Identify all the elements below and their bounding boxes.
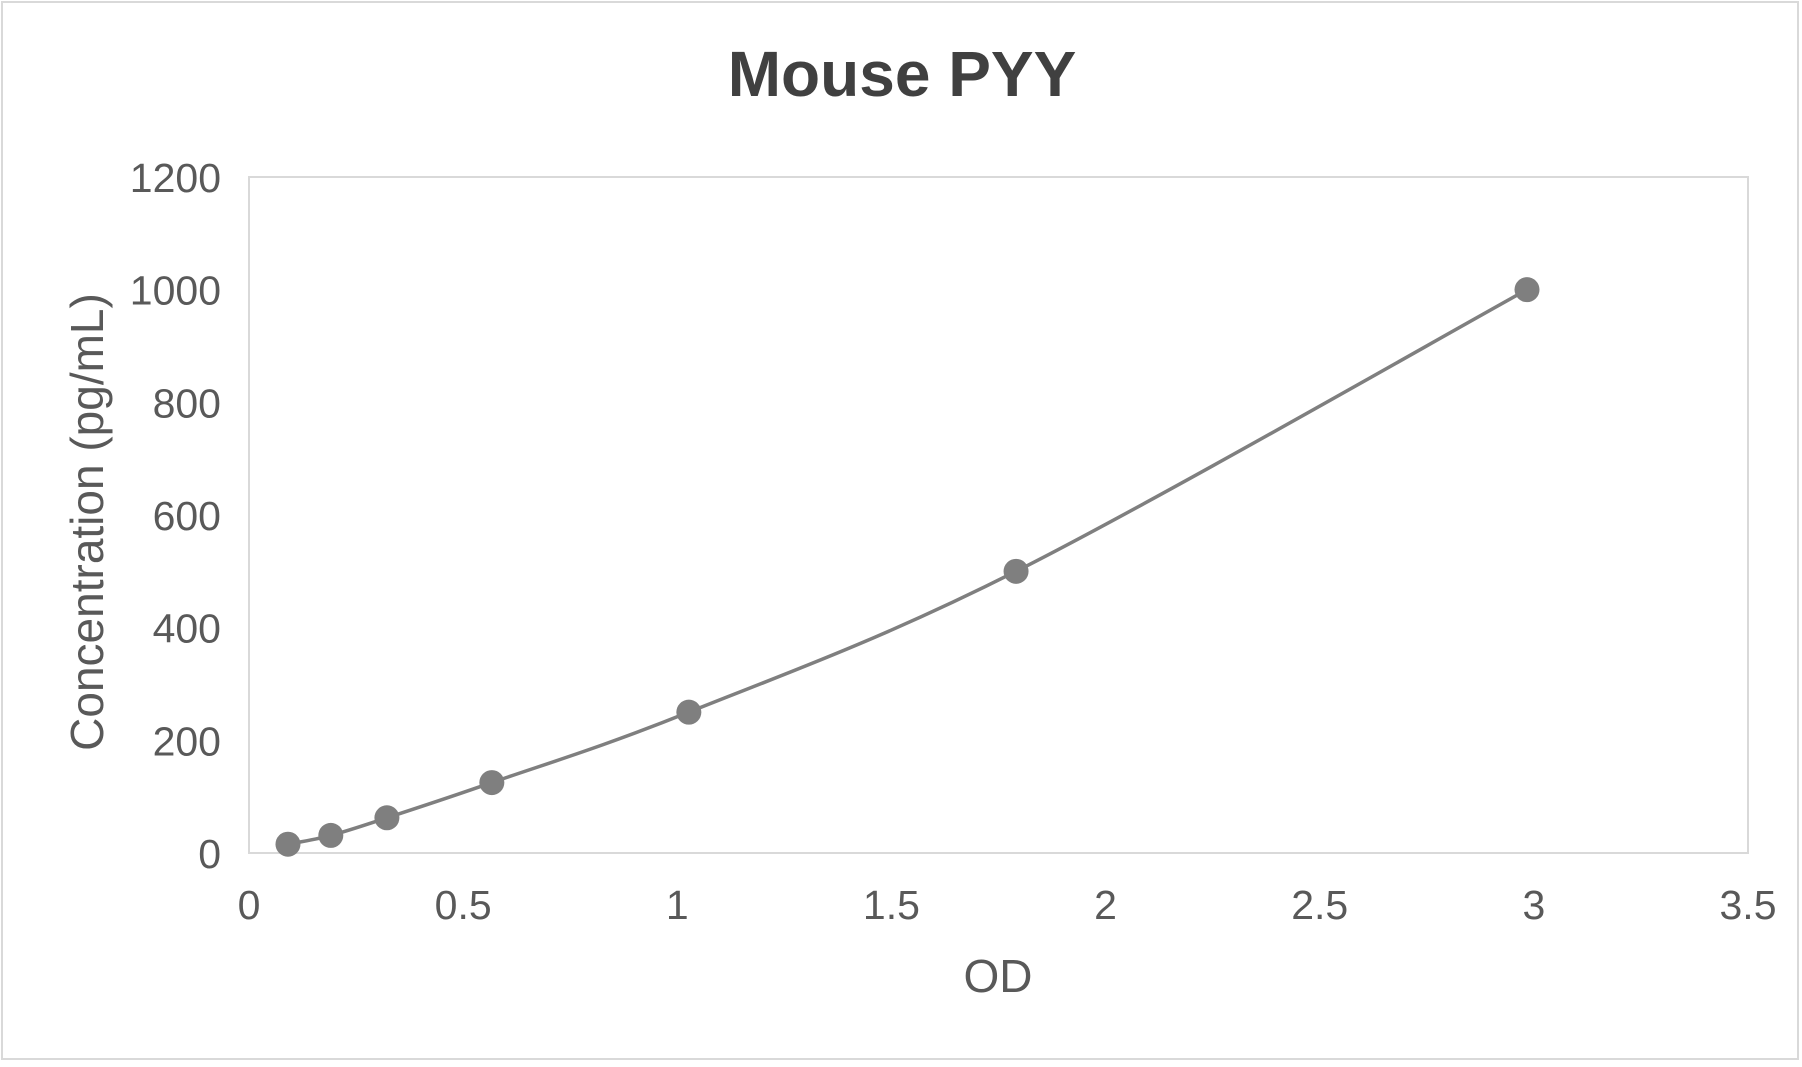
data-point-marker [1003,558,1029,584]
x-tick-label: 0 [238,882,261,928]
x-tick-label: 1.5 [863,882,920,928]
y-tick-label: 1200 [130,155,221,201]
data-point-marker [479,770,505,796]
x-axis-tick-labels: 0 0.5 1 1.5 2 2.5 3 3.5 [238,882,1777,928]
x-axis-title: OD [964,950,1033,1002]
data-point-marker [275,831,301,857]
data-point-marker [676,699,702,725]
data-point-marker [1514,277,1540,303]
y-tick-label: 1000 [130,268,221,314]
y-tick-label: 400 [153,606,221,652]
chart-title: Mouse PYY [728,38,1077,110]
x-tick-label: 2.5 [1291,882,1348,928]
y-tick-label: 200 [153,718,221,764]
y-tick-label: 600 [153,493,221,539]
y-tick-label: 800 [153,380,221,426]
y-axis-tick-labels: 0 200 400 600 800 1000 1200 [130,155,221,877]
y-tick-label: 0 [198,831,221,877]
x-tick-label: 3 [1522,882,1545,928]
data-point-marker [374,805,400,831]
plot-area [248,176,1749,854]
y-axis-title: Concentration (pg/mL) [61,293,113,751]
x-tick-label: 1 [666,882,689,928]
data-series [275,277,1540,857]
x-tick-label: 3.5 [1720,882,1777,928]
x-tick-label: 0.5 [435,882,492,928]
x-tick-label: 2 [1094,882,1117,928]
data-point-marker [318,822,344,848]
